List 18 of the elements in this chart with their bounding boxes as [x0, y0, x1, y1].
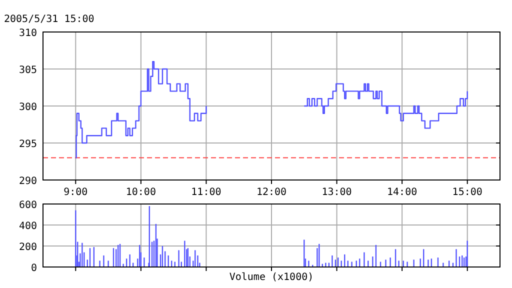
x-tick-label: 14:00	[387, 187, 418, 198]
chart-title: 2005/5/31 15:00	[4, 14, 94, 25]
x-tick-label: 9:00	[64, 187, 88, 198]
y-tick-label: 305	[18, 65, 37, 76]
y-tick-label: 290	[18, 176, 37, 187]
x-axis-title: Volume (x1000)	[229, 272, 314, 283]
y-tick-label: 200	[18, 242, 37, 253]
x-tick-label: 10:00	[126, 187, 156, 198]
y-tick-label: 295	[18, 139, 37, 150]
x-tick-label: 11:00	[191, 187, 222, 198]
y-tick-label: 310	[18, 28, 37, 39]
y-tick-label: 600	[18, 200, 37, 211]
y-tick-label: 0	[30, 263, 37, 274]
x-tick-label: 13:00	[322, 187, 352, 198]
x-tick-label: 12:00	[256, 187, 287, 198]
y-tick-label: 300	[18, 102, 37, 113]
x-tick-label: 15:00	[452, 187, 482, 198]
y-tick-label: 400	[18, 221, 37, 232]
